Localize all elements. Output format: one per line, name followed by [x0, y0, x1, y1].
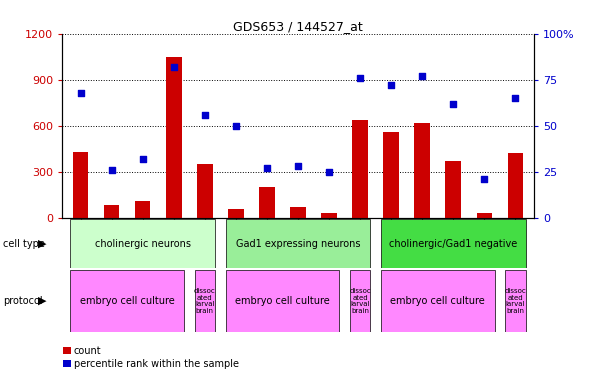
Bar — [70, 270, 184, 332]
Bar — [321, 213, 337, 217]
Bar — [73, 152, 88, 217]
Bar — [505, 270, 526, 332]
Bar — [290, 207, 306, 218]
Text: dissoc
ated
larval
brain: dissoc ated larval brain — [504, 288, 526, 314]
Bar — [166, 57, 182, 217]
Bar — [195, 270, 215, 332]
Text: protocol: protocol — [3, 296, 42, 306]
Bar — [70, 219, 215, 268]
Text: Gad1 expressing neurons: Gad1 expressing neurons — [235, 239, 360, 249]
Point — [510, 95, 520, 101]
Bar — [197, 164, 212, 218]
Title: GDS653 / 144527_at: GDS653 / 144527_at — [233, 20, 363, 33]
Text: cholinergic neurons: cholinergic neurons — [94, 239, 191, 249]
Point — [107, 167, 116, 173]
Bar — [414, 123, 430, 218]
Point — [386, 82, 396, 88]
Text: cell type: cell type — [3, 239, 45, 249]
Text: dissoc
ated
larval
brain: dissoc ated larval brain — [194, 288, 216, 314]
Text: ▶: ▶ — [38, 296, 47, 306]
Bar — [228, 209, 244, 218]
Text: ▶: ▶ — [38, 239, 47, 249]
Point — [231, 123, 241, 129]
Bar — [259, 187, 275, 218]
Bar — [104, 205, 119, 218]
Point — [293, 163, 303, 169]
Text: cholinergic/Gad1 negative: cholinergic/Gad1 negative — [389, 239, 517, 249]
Text: count: count — [74, 346, 101, 355]
Text: percentile rank within the sample: percentile rank within the sample — [74, 359, 239, 369]
Text: embryo cell culture: embryo cell culture — [80, 296, 175, 306]
Point — [76, 90, 86, 96]
Bar — [350, 270, 371, 332]
Bar — [352, 120, 368, 218]
Bar — [381, 219, 526, 268]
Bar — [381, 270, 494, 332]
Point — [200, 112, 209, 118]
Bar — [384, 132, 399, 218]
Bar — [445, 161, 461, 218]
Bar — [507, 153, 523, 218]
Bar — [477, 213, 492, 217]
Point — [480, 176, 489, 182]
Point — [262, 165, 271, 171]
Text: embryo cell culture: embryo cell culture — [391, 296, 485, 306]
Text: dissoc
ated
larval
brain: dissoc ated larval brain — [349, 288, 371, 314]
Point — [324, 169, 334, 175]
Text: embryo cell culture: embryo cell culture — [235, 296, 330, 306]
Bar — [225, 270, 339, 332]
Point — [138, 156, 148, 162]
Point — [448, 100, 458, 106]
Bar — [135, 201, 150, 217]
Point — [418, 73, 427, 79]
Point — [355, 75, 365, 81]
Point — [169, 64, 178, 70]
Bar — [225, 219, 371, 268]
